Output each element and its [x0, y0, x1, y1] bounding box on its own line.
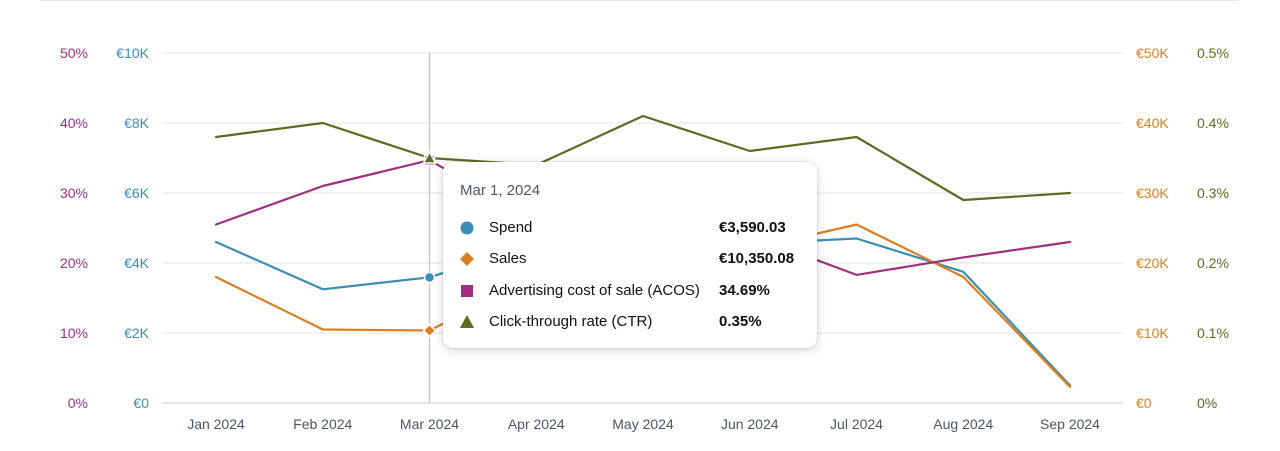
ctr-axis-tick-label: 0.3% — [1197, 185, 1229, 201]
acos-axis-tick-label: 30% — [60, 185, 88, 201]
sales-axis-tick-label: €50K — [1136, 45, 1169, 61]
tooltip-title: Mar 1, 2024 — [460, 182, 541, 199]
y-axes: 0% 10% 20% 30% 40% 50% €0 €2K €4K €6K €8K €10K €0 €10… — [60, 45, 1229, 411]
sales-axis-tick-label: €20K — [1136, 255, 1169, 271]
spend-axis-tick-label: €0 — [133, 395, 149, 411]
diamond-marker-icon — [460, 252, 474, 266]
x-axis-tick-label: Jul 2024 — [830, 416, 883, 432]
acos-axis-tick-label: 20% — [60, 255, 88, 271]
tooltip-label: Spend — [489, 219, 533, 236]
hover-tooltip: Mar 1, 2024 Spend €3,590.03 Sales €10,35… — [443, 162, 817, 348]
circle-marker-icon — [460, 221, 474, 235]
hover-markers — [422, 150, 437, 338]
spend-axis-tick-label: €4K — [124, 255, 150, 271]
acos-axis-tick-label: 0% — [68, 395, 88, 411]
tooltip-row-spend: Spend €3,590.03 — [460, 217, 810, 239]
sales-axis-tick-label: €0 — [1136, 395, 1152, 411]
hover-point-diamond — [422, 323, 437, 338]
sales-axis-tick-label: €30K — [1136, 185, 1169, 201]
tooltip-row-acos: Advertising cost of sale (ACOS) 34.69% — [460, 280, 810, 302]
sales-axis-tick-label: €10K — [1136, 325, 1169, 341]
ctr-axis-tick-label: 0.1% — [1197, 325, 1229, 341]
tooltip-label: Click-through rate (CTR) — [489, 313, 653, 330]
acos-axis-tick-label: 50% — [60, 45, 88, 61]
tooltip-value: €10,350.08 — [719, 250, 795, 267]
tooltip-value: €3,590.03 — [719, 219, 786, 236]
triangle-marker-icon — [460, 315, 474, 328]
series-line-click-through-rate-ctr — [214, 114, 1072, 202]
x-axis-tick-label: Jun 2024 — [721, 416, 779, 432]
x-axis-tick-label: Mar 2024 — [400, 416, 459, 432]
hover-point-circle — [423, 271, 436, 284]
tooltip-row-ctr: Click-through rate (CTR) 0.35% — [460, 311, 810, 333]
x-axis-tick-label: Feb 2024 — [293, 416, 352, 432]
tooltip-value: 34.69% — [719, 282, 770, 299]
acos-axis-tick-label: 10% — [60, 325, 88, 341]
tooltip-label: Sales — [489, 250, 527, 267]
spend-axis-tick-label: €10K — [116, 45, 149, 61]
square-marker-icon — [461, 285, 473, 297]
spend-axis-tick-label: €2K — [124, 325, 150, 341]
spend-axis-tick-label: €8K — [124, 115, 150, 131]
hover-point-triangle — [422, 150, 437, 164]
spend-axis-tick-label: €6K — [124, 185, 150, 201]
acos-axis-tick-label: 40% — [60, 115, 88, 131]
x-axis-tick-label: May 2024 — [612, 416, 674, 432]
ctr-axis-tick-label: 0.2% — [1197, 255, 1229, 271]
tooltip-row-sales: Sales €10,350.08 — [460, 248, 810, 270]
x-axis-tick-label: Jan 2024 — [187, 416, 245, 432]
x-axis: Jan 2024 Feb 2024 Mar 2024 Apr 2024 May 2024… — [187, 416, 1100, 432]
tooltip-value: 0.35% — [719, 313, 762, 330]
ctr-axis-tick-label: 0% — [1197, 395, 1217, 411]
tooltip-label: Advertising cost of sale (ACOS) — [489, 282, 700, 299]
x-axis-tick-label: Sep 2024 — [1040, 416, 1100, 432]
x-axis-tick-label: Apr 2024 — [508, 416, 565, 432]
ctr-axis-tick-label: 0.5% — [1197, 45, 1229, 61]
ctr-axis-tick-label: 0.4% — [1197, 115, 1229, 131]
x-axis-tick-label: Aug 2024 — [933, 416, 993, 432]
top-border — [40, 0, 1238, 1]
sales-axis-tick-label: €40K — [1136, 115, 1169, 131]
